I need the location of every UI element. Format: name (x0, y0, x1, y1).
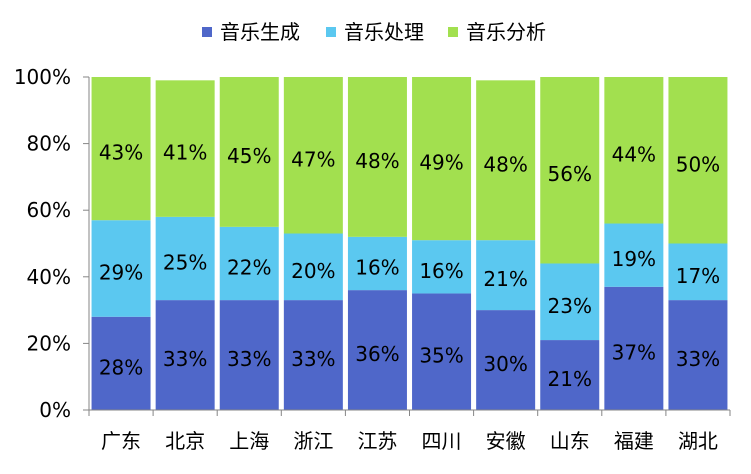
bar-segment (283, 77, 343, 234)
data-label: 50% (676, 152, 720, 176)
data-label: 16% (419, 259, 463, 283)
legend-label-1: 音乐处理 (344, 20, 424, 44)
x-tick-label: 湖北 (678, 429, 718, 453)
legend-label-0: 音乐生成 (220, 20, 300, 44)
y-tick-label: 60% (27, 198, 71, 222)
bar-segment (476, 240, 536, 311)
data-label: 22% (227, 255, 271, 279)
bar-segment (604, 286, 664, 410)
bar-segment (476, 80, 536, 241)
data-label: 44% (612, 142, 656, 166)
bar-segment (412, 293, 472, 410)
x-tick-label: 江苏 (357, 429, 397, 453)
data-label: 19% (612, 247, 656, 271)
data-label: 33% (291, 347, 335, 371)
bar-segment (283, 233, 343, 301)
bar-segment (347, 236, 407, 291)
data-label: 16% (355, 255, 399, 279)
data-label: 33% (163, 347, 207, 371)
bar-segment (219, 226, 279, 301)
x-tick-label: 福建 (614, 429, 654, 453)
legend-swatch-2 (448, 27, 458, 37)
data-label: 47% (291, 147, 335, 171)
bar-segment (540, 340, 600, 410)
data-label: 48% (483, 152, 527, 176)
y-tick-label: 80% (27, 132, 71, 156)
x-axis: 广东 北京 上海 浙江 江苏 四川 安徽 山东 福建 湖北 (88, 409, 731, 453)
legend: 音乐生成 音乐处理 音乐分析 (202, 20, 546, 44)
bar-segment (155, 300, 215, 410)
bar-segment (219, 300, 279, 410)
legend-swatch-0 (202, 27, 212, 37)
x-tick-label: 上海 (229, 429, 269, 453)
legend-label-2: 音乐分析 (466, 20, 546, 44)
bar-segment (540, 263, 600, 341)
bar-segment (604, 77, 664, 224)
bar-segment (219, 77, 279, 227)
data-label: 37% (612, 340, 656, 364)
bar-segment (668, 300, 728, 410)
bar-segment (91, 77, 151, 221)
data-label: 30% (483, 352, 527, 376)
x-tick-label: 广东 (101, 429, 141, 453)
x-tick-label: 浙江 (293, 429, 333, 453)
bar-segment (283, 300, 343, 410)
bar-segment (668, 77, 728, 244)
bar-segment (155, 80, 215, 217)
data-label: 28% (99, 355, 143, 379)
data-label: 35% (419, 344, 463, 368)
legend-swatch-1 (326, 27, 336, 37)
bar-segment (540, 77, 600, 264)
x-tick-label: 安徽 (486, 429, 526, 453)
data-label: 43% (99, 141, 143, 165)
data-label: 20% (291, 259, 335, 283)
bars: 28% 29% 43% 33% 25% 41% 33% 22% 45% 33% 20% 47% 36% 1… (91, 77, 728, 410)
data-label: 49% (419, 151, 463, 175)
data-label: 33% (227, 347, 271, 371)
bar-segment (412, 240, 472, 294)
data-label: 41% (163, 141, 207, 165)
data-label: 48% (355, 149, 399, 173)
data-label: 29% (99, 260, 143, 284)
y-tick-label: 20% (27, 331, 71, 355)
bar-segment (91, 220, 151, 317)
bar-segment (91, 316, 151, 410)
y-tick-label: 0% (39, 398, 71, 422)
bar-segment (668, 243, 728, 301)
data-label: 36% (355, 342, 399, 366)
data-label: 21% (548, 367, 592, 391)
bar-segment (347, 290, 407, 410)
data-label: 56% (548, 162, 592, 186)
data-label: 23% (548, 294, 592, 318)
x-tick-label: 山东 (550, 429, 590, 453)
data-label: 21% (483, 267, 527, 291)
bar-segment (347, 77, 407, 237)
data-label: 33% (676, 347, 720, 371)
x-tick-label: 北京 (165, 429, 205, 453)
data-label: 17% (676, 264, 720, 288)
y-tick-label: 100% (14, 65, 71, 89)
y-axis: 0% 20% 40% 60% 80% 100% (14, 65, 90, 422)
bar-segment (476, 310, 536, 410)
bar-segment (412, 77, 472, 241)
x-tick-label: 四川 (422, 429, 462, 453)
data-label: 45% (227, 144, 271, 168)
bar-segment (155, 216, 215, 301)
data-label: 25% (163, 250, 207, 274)
bar-segment (604, 223, 664, 287)
y-tick-label: 40% (27, 265, 71, 289)
